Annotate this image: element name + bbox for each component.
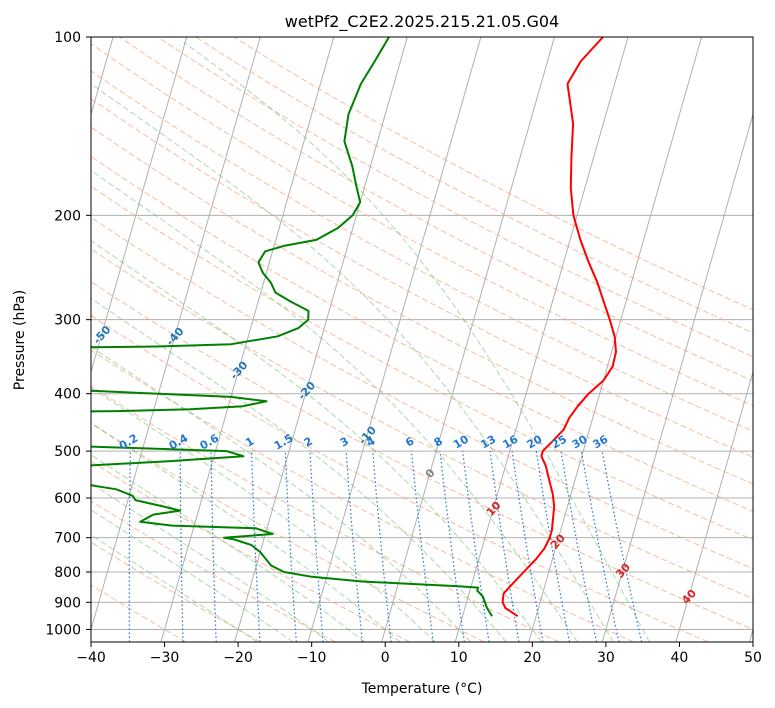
isotherm-line [675, 370, 753, 642]
y-tick-label: 600 [54, 491, 81, 507]
x-tick-label: −20 [223, 650, 253, 666]
y-tick-label: 800 [54, 565, 81, 581]
dry-adiabat-line [91, 541, 261, 642]
mixing-ratio-line [560, 451, 598, 642]
dry-adiabat-line [91, 185, 753, 541]
x-tick-label: −10 [297, 650, 327, 666]
dry-adiabat-line [91, 314, 709, 642]
temperature-profile-line [501, 37, 617, 618]
isotherm-line [601, 112, 753, 642]
dry-adiabat-line [119, 37, 753, 382]
mixing-ratio-line [410, 451, 434, 642]
isotherm-line [91, 37, 188, 374]
plot-frame [90, 36, 754, 643]
moist-adiabat-line [91, 422, 401, 642]
isotherm-line [91, 37, 261, 632]
moist-adiabat-line [91, 345, 472, 642]
y-tick-label: 900 [54, 595, 81, 611]
y-tick-label: 100 [54, 30, 81, 46]
chart-title: wetPf2_C2E2.2025.215.21.05.G04 [285, 12, 559, 32]
dry-adiabat-line [91, 155, 753, 513]
dry-adiabat-line [91, 385, 560, 642]
moist-adiabat-line [91, 534, 258, 642]
x-tick-label: −30 [150, 650, 180, 666]
dry-adiabat-line [195, 37, 753, 334]
x-tick-label: 30 [597, 650, 615, 666]
sounding-profiles [91, 37, 617, 618]
x-tick-label: 40 [671, 650, 689, 666]
moist-adiabat-line [91, 482, 330, 642]
x-tick-label: −40 [76, 650, 106, 666]
moist-adiabat-line [183, 41, 650, 642]
dry-adiabat-line [91, 584, 187, 642]
y-tick-label: 1000 [45, 622, 81, 638]
dry-adiabat-line [91, 248, 753, 600]
dry-adiabat-line [91, 126, 753, 485]
axis-ticks: −40 −30 −20 −10 0 10 20 30 40 50 1000 900 800 700 600 5… [45, 30, 762, 666]
moist-adiabat-line [91, 169, 578, 642]
mixing-ratio-label: 0.1 [70, 432, 93, 453]
x-tick-label: 10 [450, 650, 468, 666]
isotherm-line [454, 37, 629, 642]
background-lines [91, 37, 753, 642]
mixing-ratio-line [439, 451, 465, 642]
dry-adiabat-line [91, 422, 485, 642]
dry-adiabat-line [91, 216, 753, 570]
mixing-ratio-line [601, 450, 643, 642]
dry-adiabat-line [91, 70, 753, 432]
y-tick-label: 500 [54, 444, 81, 460]
dry-adiabat-line [91, 281, 753, 630]
dry-adiabat-line [91, 460, 411, 642]
mixing-ratio-line [580, 450, 620, 642]
dry-adiabat-line [91, 349, 634, 642]
moist-adiabat-line [91, 240, 543, 642]
mixing-ratio-line [462, 451, 490, 642]
y-tick-label: 700 [54, 531, 81, 547]
isotherm-line [234, 37, 408, 642]
dewpoint-profile-line [91, 37, 493, 617]
x-axis-label: Temperature (°C) [361, 681, 483, 697]
y-tick-label: 300 [54, 313, 81, 329]
y-tick-label: 200 [54, 208, 81, 224]
x-tick-label: 50 [744, 650, 762, 666]
mixing-ratio-line [345, 451, 363, 642]
y-axis-label: Pressure (hPa) [12, 290, 28, 390]
isotherm-line [381, 37, 555, 642]
y-tick-label: 400 [54, 387, 81, 403]
mixing-ratio-line [489, 451, 520, 642]
x-tick-label: 0 [381, 650, 390, 666]
mixing-ratio-line [372, 451, 392, 642]
x-tick-label: 20 [523, 650, 541, 666]
moist-adiabat-line [91, 454, 365, 642]
